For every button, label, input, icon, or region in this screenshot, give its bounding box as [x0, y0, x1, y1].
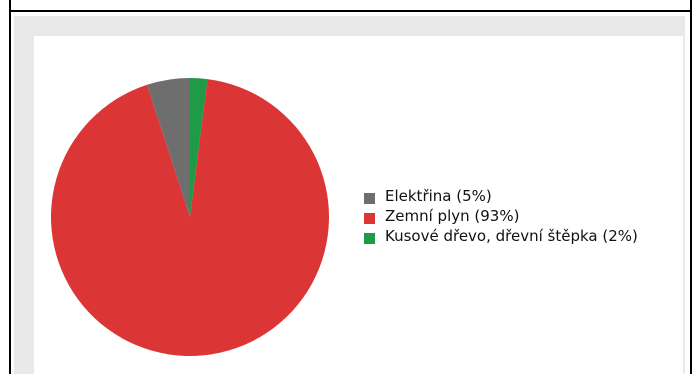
slice-zemni-plyn [50, 79, 330, 356]
legend-item-kusove-drevo: Kusové dřevo, dřevní štěpka (2%) [364, 228, 664, 244]
legend-label: Kusové dřevo, dřevní štěpka (2%) [385, 227, 638, 245]
legend-label: Elektřina (5%) [385, 187, 492, 205]
frame-right-border [690, 0, 692, 374]
frame-top-border [9, 10, 692, 12]
chart-panel: Elektřina (5%) Zemní plyn (93%) Kusové dře… [14, 16, 685, 376]
frame-left-border [9, 0, 11, 374]
slice-kusove-drevo [190, 78, 208, 217]
legend-item-elektrina: Elektřina (5%) [364, 188, 664, 204]
legend-swatch [364, 193, 375, 204]
legend-label: Zemní plyn (93%) [385, 207, 520, 225]
chart-title [11, 0, 690, 11]
legend-item-zemni-plyn: Zemní plyn (93%) [364, 208, 664, 224]
legend-swatch [364, 233, 375, 244]
slice-elektrina [147, 78, 190, 217]
chart-legend: Elektřina (5%) Zemní plyn (93%) Kusové dře… [364, 188, 664, 248]
chart-area: Elektřina (5%) Zemní plyn (93%) Kusové dře… [34, 36, 683, 376]
legend-swatch [364, 213, 375, 224]
pie-chart [50, 78, 330, 356]
